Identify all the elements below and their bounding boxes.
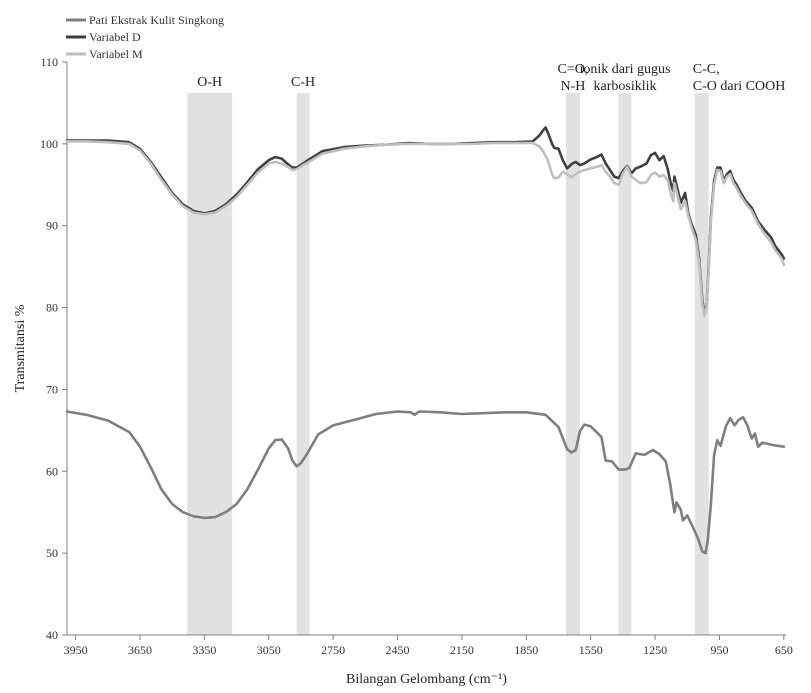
x-tick-label: 2450 xyxy=(386,643,410,657)
highlight-band xyxy=(187,93,233,635)
series-line xyxy=(65,410,786,555)
x-tick-label: 1850 xyxy=(514,643,538,657)
y-tick-label: 80 xyxy=(46,301,58,315)
legend: Pati Ekstrak Kulit Singkong Variabel D Var… xyxy=(66,13,224,61)
y-axis-title: Transmitansi % xyxy=(13,304,28,392)
x-tick-label: 2150 xyxy=(450,643,474,657)
highlight-band xyxy=(694,93,709,635)
series-line xyxy=(65,126,786,316)
legend-label: Variabel D xyxy=(89,30,141,44)
y-ticks: 40 50 60 70 80 90 100 110 xyxy=(40,55,67,642)
legend-label: Pati Ekstrak Kulit Singkong xyxy=(89,13,224,27)
axes xyxy=(66,62,786,636)
band-label: C=O, xyxy=(558,62,589,77)
x-tick-label: 3350 xyxy=(192,643,216,657)
legend-label: Variabel M xyxy=(89,47,143,61)
highlight-bands xyxy=(187,93,709,635)
highlight-band xyxy=(296,93,310,635)
y-tick-label: 100 xyxy=(40,137,58,151)
y-tick-label: 40 xyxy=(46,628,58,642)
band-label: karbosiklik xyxy=(594,79,657,94)
band-label: C-C, xyxy=(693,62,720,77)
x-axis-title: Bilangan Gelombang (cm⁻¹) xyxy=(346,672,507,687)
x-tick-label: 1250 xyxy=(643,643,667,657)
x-ticks: 3950 3650 3350 3050 2750 2450 2150 1850 1550 1250… xyxy=(64,635,793,657)
band-label: N-H xyxy=(561,79,586,94)
x-tick-label: 3950 xyxy=(64,643,88,657)
y-tick-label: 60 xyxy=(46,464,58,478)
y-tick-label: 50 xyxy=(46,546,58,560)
band-label: C-O dari COOH xyxy=(693,79,786,94)
y-tick-label: 110 xyxy=(40,55,58,69)
series-line xyxy=(65,140,786,318)
highlight-band xyxy=(618,93,632,635)
x-tick-label: 1550 xyxy=(579,643,603,657)
x-tick-label: 650 xyxy=(775,643,793,657)
band-label: ionik dari gugus xyxy=(580,62,671,77)
band-label: O-H xyxy=(197,75,222,90)
x-tick-label: 3050 xyxy=(257,643,281,657)
band-label: C-H xyxy=(291,75,315,90)
y-tick-label: 70 xyxy=(46,382,58,396)
highlight-band xyxy=(566,93,580,635)
x-tick-label: 950 xyxy=(710,643,728,657)
x-tick-label: 3650 xyxy=(128,643,152,657)
series-lines xyxy=(65,126,786,555)
band-labels: O-H C-H C=O, N-H ionik dari gugus karbosiklik… xyxy=(197,62,785,94)
y-tick-label: 90 xyxy=(46,219,58,233)
x-tick-label: 2750 xyxy=(321,643,345,657)
